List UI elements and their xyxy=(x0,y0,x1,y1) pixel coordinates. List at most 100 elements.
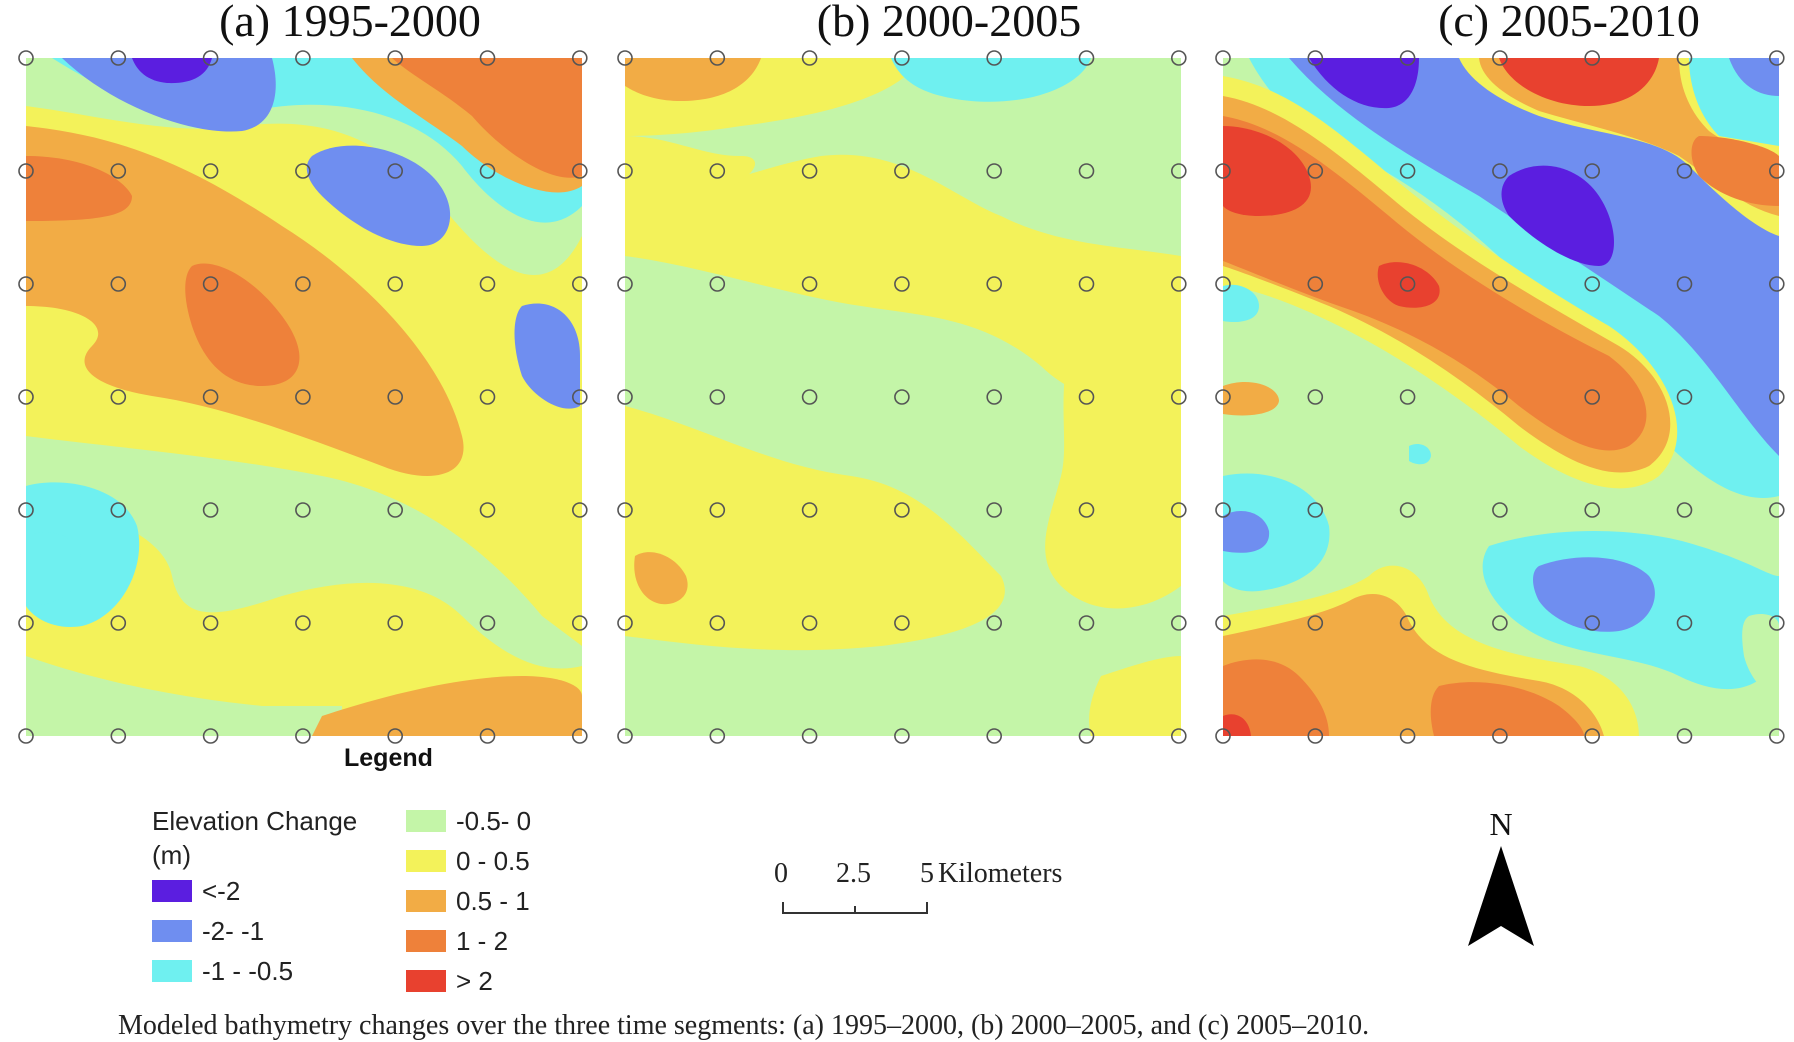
sample-point xyxy=(110,389,127,405)
sample-point xyxy=(894,728,910,744)
sample-point xyxy=(18,502,34,518)
map-panel-b xyxy=(617,50,1187,744)
north-arrow-icon xyxy=(1468,846,1534,946)
sample-point xyxy=(1078,615,1095,631)
sample-point xyxy=(1307,728,1324,744)
sample-point xyxy=(709,502,726,518)
sample-point xyxy=(1676,728,1693,744)
sample-point xyxy=(18,163,34,179)
sample-point xyxy=(986,389,1003,405)
sample-point xyxy=(110,276,127,292)
sample-point xyxy=(801,163,818,179)
sample-point xyxy=(202,615,219,631)
sample-point xyxy=(387,615,404,631)
sample-point xyxy=(617,502,633,518)
sample-point xyxy=(894,502,910,518)
legend-item: -0.5- 0 xyxy=(406,806,531,836)
sample-point xyxy=(202,163,219,179)
sample-point xyxy=(617,276,633,292)
legend-swatch xyxy=(152,960,192,982)
sample-point xyxy=(202,728,219,744)
legend-swatch xyxy=(406,850,446,872)
sample-point xyxy=(617,615,633,631)
sample-point xyxy=(1768,276,1785,292)
map-panel-a xyxy=(18,50,588,744)
sample-point xyxy=(1768,615,1785,631)
sample-point xyxy=(1676,615,1693,631)
sample-point xyxy=(1768,502,1785,518)
sample-point xyxy=(1399,163,1416,179)
sample-point xyxy=(1215,50,1231,66)
sample-point xyxy=(387,50,404,66)
sample-point xyxy=(202,389,219,405)
sample-point xyxy=(1768,50,1785,66)
sample-point xyxy=(571,502,588,518)
sample-point xyxy=(1170,276,1187,292)
sample-point xyxy=(1584,276,1601,292)
sample-point xyxy=(1584,615,1601,631)
sample-point xyxy=(1492,276,1508,292)
sample-point xyxy=(295,389,311,405)
legend-item: 0.5 - 1 xyxy=(406,886,530,916)
sample-point xyxy=(110,502,127,518)
sample-point xyxy=(709,50,726,66)
sample-point xyxy=(387,728,404,744)
sample-point xyxy=(801,728,818,744)
sample-point xyxy=(1307,50,1324,66)
sample-point xyxy=(1492,728,1508,744)
sample-point xyxy=(1768,728,1785,744)
legend-heading: Legend xyxy=(344,744,433,772)
legend-swatch xyxy=(152,880,192,902)
sample-point xyxy=(295,728,311,744)
sample-point xyxy=(1399,50,1416,66)
sample-point xyxy=(1676,163,1693,179)
sample-point xyxy=(18,728,34,744)
sample-point xyxy=(1307,502,1324,518)
sample-point xyxy=(1215,615,1231,631)
sample-point xyxy=(1078,276,1095,292)
sample-point xyxy=(110,50,127,66)
sample-point xyxy=(1492,50,1508,66)
sample-point xyxy=(1584,502,1601,518)
sample-point xyxy=(571,615,588,631)
sample-point xyxy=(1078,163,1095,179)
sample-point xyxy=(479,50,496,66)
panel-title-a: (a) 1995-2000 xyxy=(219,0,481,46)
sample-point xyxy=(295,163,311,179)
sample-point xyxy=(1399,728,1416,744)
sample-point xyxy=(617,728,633,744)
sample-point xyxy=(387,502,404,518)
sample-point xyxy=(1492,389,1508,405)
sample-point xyxy=(110,615,127,631)
sample-point xyxy=(709,615,726,631)
sample-point xyxy=(479,615,496,631)
sample-point xyxy=(110,163,127,179)
sample-point xyxy=(1170,50,1187,66)
sample-points-a xyxy=(18,50,588,744)
sample-point xyxy=(801,50,818,66)
sample-point xyxy=(709,389,726,405)
legend-label: -1 - -0.5 xyxy=(202,955,294,986)
sample-point xyxy=(1768,163,1785,179)
sample-point xyxy=(986,163,1003,179)
sample-point xyxy=(801,615,818,631)
sample-point xyxy=(1584,50,1601,66)
sample-point xyxy=(1676,276,1693,292)
sample-point xyxy=(1307,615,1324,631)
scale-bar: 0 2.5 5 Kilometers xyxy=(770,858,1100,918)
sample-point xyxy=(479,728,496,744)
panel-title-b: (b) 2000-2005 xyxy=(816,0,1082,46)
sample-point xyxy=(202,502,219,518)
sample-point xyxy=(18,50,34,66)
sample-point xyxy=(1170,163,1187,179)
legend-swatch xyxy=(406,810,446,832)
scale-label-0: 0 xyxy=(774,858,788,889)
sample-point xyxy=(1492,163,1508,179)
sample-point xyxy=(295,276,311,292)
sample-point xyxy=(571,728,588,744)
sample-point xyxy=(1215,502,1231,518)
sample-point xyxy=(617,50,633,66)
legend-label: <-2 xyxy=(202,875,241,906)
sample-point xyxy=(18,389,34,405)
scale-bar-tick xyxy=(854,906,856,914)
